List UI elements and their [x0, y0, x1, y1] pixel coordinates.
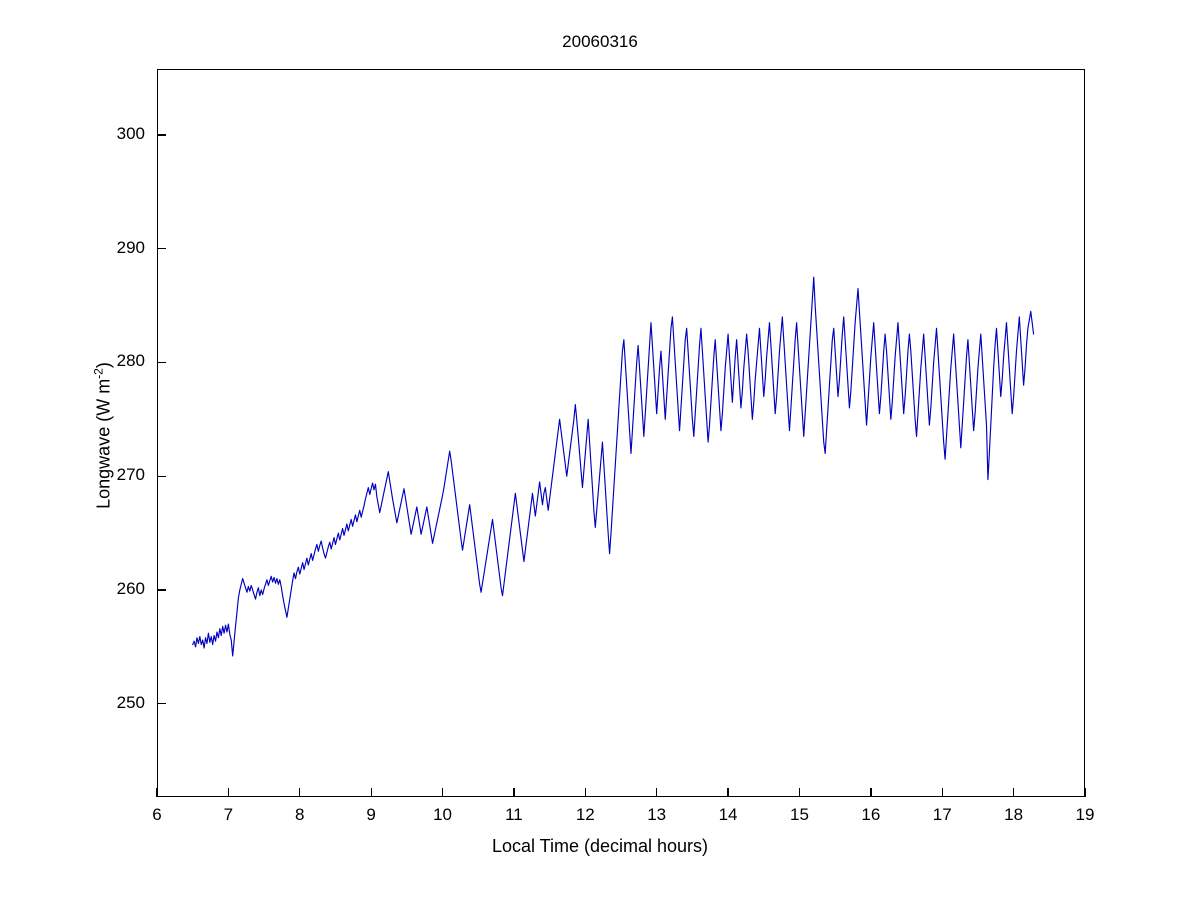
- x-tick-label: 18: [1004, 805, 1024, 824]
- y-axis-label-exponent: -2: [91, 368, 106, 379]
- y-tick-label: 270: [116, 465, 145, 485]
- x-tick-mark: [156, 788, 158, 797]
- x-tick-mark: [656, 788, 658, 797]
- x-tick-mark: [370, 788, 372, 797]
- x-tick-label: 16: [861, 805, 881, 824]
- x-tick-label: 11: [505, 805, 523, 824]
- x-tick-mark: [227, 788, 230, 797]
- x-tick-mark: [441, 788, 444, 797]
- y-tick-label: 280: [116, 351, 145, 371]
- y-tick-mark: [157, 361, 166, 364]
- x-tick-label: 14: [718, 805, 738, 824]
- x-tick-mark: [941, 788, 943, 797]
- x-tick-label: 19: [1075, 805, 1095, 824]
- x-tick-label: 13: [647, 805, 667, 824]
- x-tick-label: 17: [932, 805, 952, 824]
- x-tick-mark: [513, 788, 515, 797]
- x-tick-mark: [798, 788, 801, 797]
- y-tick-mark: [157, 703, 166, 705]
- x-tick-label: 12: [575, 805, 595, 824]
- y-tick-label: 260: [116, 578, 145, 598]
- y-tick-mark: [157, 248, 166, 250]
- y-tick-label: 290: [116, 237, 145, 257]
- y-tick-label: 250: [116, 692, 145, 712]
- y-tick-label: 300: [116, 123, 145, 143]
- x-tick-mark: [1084, 788, 1086, 797]
- x-tick-label: 10: [433, 805, 452, 824]
- x-tick-label: 8: [295, 805, 305, 824]
- x-tick-mark: [299, 788, 301, 797]
- page-title: 20060316: [562, 32, 638, 51]
- x-axis-label: Local Time (decimal hours): [491, 836, 709, 856]
- y-tick-mark: [157, 475, 166, 477]
- y-axis-label-tail: ): [93, 362, 114, 369]
- y-axis-label-wrap: Longwave (W m-2): [63, 0, 114, 900]
- x-tick-mark: [584, 788, 586, 797]
- y-axis-label-main: Longwave (W m: [93, 378, 114, 509]
- x-tick-label: 9: [366, 805, 376, 824]
- x-tick-label: 7: [223, 805, 234, 824]
- x-tick-label: 6: [152, 805, 162, 824]
- x-tick-mark: [1013, 788, 1015, 797]
- x-tick-mark: [870, 788, 872, 797]
- x-tick-label: 15: [789, 805, 809, 824]
- y-tick-mark: [157, 134, 166, 136]
- y-axis-label: Longwave (W m-2): [92, 236, 115, 636]
- y-tick-mark: [157, 589, 166, 591]
- x-tick-mark: [727, 788, 729, 797]
